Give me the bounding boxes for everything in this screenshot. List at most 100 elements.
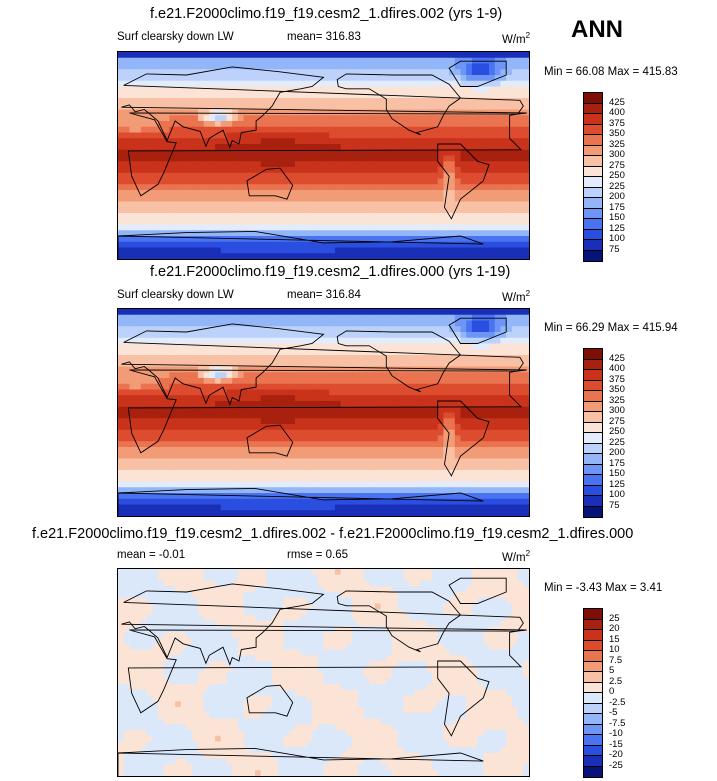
field-cell [346, 481, 353, 488]
field-cell [140, 103, 148, 111]
field-cell [226, 493, 233, 500]
field-cell [511, 155, 519, 162]
field-cell [266, 92, 273, 99]
field-cell [317, 435, 325, 442]
field-cell [380, 309, 387, 316]
field-cell [477, 429, 484, 437]
field-cell [386, 481, 393, 488]
field-cell [175, 337, 182, 345]
field-cell [506, 241, 513, 249]
field-cell [186, 366, 193, 373]
field-cell [420, 241, 427, 249]
field-cell [500, 412, 507, 419]
field-cell [272, 326, 279, 333]
field-cell [431, 441, 439, 448]
field-cell [203, 366, 210, 373]
field-cell [471, 115, 479, 122]
field-cell [420, 360, 427, 368]
field-cell [409, 475, 416, 483]
field-cell [346, 178, 353, 185]
field-cell [317, 69, 325, 76]
field-cell [215, 435, 222, 442]
field-cell [426, 481, 433, 488]
field-cell [334, 75, 342, 82]
field-cell [294, 109, 302, 116]
field-cell [374, 207, 382, 214]
field-cell [169, 207, 176, 214]
field-cell [312, 109, 319, 116]
field-cell [352, 167, 359, 174]
field-cell [300, 132, 307, 139]
field-cell [352, 103, 359, 111]
field-cell [477, 447, 484, 454]
field-cell [494, 155, 502, 162]
field-cell [118, 401, 125, 408]
field-cell [340, 247, 347, 254]
field-cell [260, 149, 268, 157]
field-cell [437, 201, 444, 208]
field-cell [420, 207, 427, 214]
field-cell [272, 224, 279, 231]
field-cell [443, 441, 450, 448]
field-cell [392, 337, 399, 345]
field-cell [397, 155, 405, 162]
field-cell [511, 167, 519, 174]
field-cell [392, 447, 399, 454]
field-cell [306, 401, 313, 408]
field-cell [152, 487, 159, 494]
field-cell [135, 447, 142, 454]
field-cell [232, 464, 239, 471]
colorbar-box [584, 103, 602, 114]
field-cell [186, 144, 193, 151]
field-cell [249, 349, 256, 356]
field-cell [380, 98, 387, 105]
field-cell [517, 458, 524, 465]
field-cell [420, 52, 427, 59]
field-cell [237, 464, 245, 471]
field-cell [180, 138, 188, 145]
field-cell [500, 98, 507, 105]
field-cell [460, 155, 467, 162]
field-cell [489, 355, 496, 362]
field-cell [209, 92, 216, 99]
field-cell [477, 487, 484, 494]
field-cell [226, 69, 233, 76]
field-cell [346, 201, 353, 208]
field-cell [489, 195, 496, 203]
field-cell [237, 138, 245, 145]
field-cell [443, 57, 450, 65]
field-cell [272, 487, 279, 494]
field-cell [392, 63, 399, 70]
field-cell [454, 464, 462, 471]
field-cell [431, 458, 439, 465]
field-cell [352, 253, 359, 259]
field-cell [409, 447, 416, 454]
field-cell [374, 360, 382, 368]
field-cell [266, 52, 273, 59]
field-cell [420, 178, 427, 185]
field-cell [386, 161, 393, 168]
field-cell [397, 458, 405, 465]
field-cell [397, 201, 405, 208]
field-cell [426, 418, 433, 425]
field-cell [363, 424, 370, 431]
field-cell [386, 355, 393, 362]
field-cell [466, 326, 473, 333]
field-cell [374, 138, 382, 145]
colorbar-box [584, 229, 602, 240]
field-cell [409, 401, 416, 408]
field-cell [266, 481, 273, 488]
field-cell [357, 309, 365, 316]
field-cell [477, 190, 484, 197]
field-cell [197, 372, 205, 379]
field-cell [197, 167, 205, 174]
field-cell [426, 115, 433, 122]
field-cell [157, 464, 165, 471]
field-cell [414, 149, 422, 157]
field-cell [466, 458, 473, 465]
field-cell [283, 92, 290, 99]
field-cell [323, 395, 330, 402]
field-cell [357, 86, 365, 93]
field-cell [146, 337, 153, 345]
field-cell [203, 57, 210, 65]
